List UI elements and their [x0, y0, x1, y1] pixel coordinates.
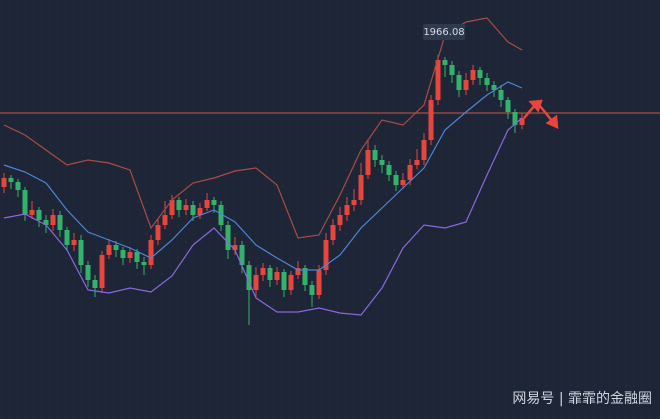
- candle-body: [155, 225, 161, 240]
- candle-body: [211, 200, 217, 205]
- candle-body: [281, 272, 287, 290]
- candle-body: [449, 65, 455, 75]
- candle-body: [239, 245, 245, 265]
- candle-body: [64, 230, 70, 245]
- candle-body: [477, 70, 483, 78]
- candle-body: [29, 210, 35, 215]
- candle-body: [197, 208, 203, 215]
- candle-body: [470, 70, 476, 80]
- candle-body: [456, 75, 462, 90]
- candle-body: [225, 225, 231, 250]
- candle-body: [379, 160, 385, 165]
- candle-body: [491, 85, 497, 90]
- arrow-down-head: [545, 114, 559, 130]
- candle-body: [435, 60, 441, 100]
- band-line: [3, 117, 523, 316]
- candle-body: [274, 272, 280, 280]
- candle-body: [302, 268, 308, 285]
- candle-body: [505, 100, 511, 112]
- price-label: 1966.08: [423, 27, 464, 38]
- candle-body: [92, 280, 98, 288]
- arrow-up-head: [528, 99, 543, 113]
- candle-body: [15, 182, 21, 190]
- candle-body: [169, 200, 175, 215]
- forecast-arrows: [523, 99, 559, 130]
- candle-body: [295, 268, 301, 275]
- candle-body: [134, 252, 140, 262]
- candle-body: [232, 245, 238, 250]
- candle-body: [512, 112, 518, 125]
- plot: [0, 17, 660, 325]
- candle-body: [43, 220, 49, 225]
- candle-body: [519, 118, 525, 125]
- band-line: [3, 17, 523, 239]
- candle-body: [372, 150, 378, 160]
- candle-body: [71, 240, 77, 245]
- price-label-box: [423, 24, 465, 40]
- candle-body: [253, 275, 259, 290]
- candle-body: [344, 205, 350, 215]
- candle-body: [148, 240, 154, 265]
- candle-body: [323, 240, 329, 270]
- candle-body: [288, 275, 294, 290]
- candle-body: [50, 215, 56, 225]
- candle-body: [204, 200, 210, 208]
- candle-body: [183, 205, 189, 210]
- band-line: [3, 81, 523, 271]
- candle-body: [190, 205, 196, 215]
- candle-body: [337, 215, 343, 225]
- candle-body: [162, 215, 168, 225]
- candle-body: [358, 175, 364, 200]
- candle-body: [421, 140, 427, 160]
- candle-body: [99, 255, 105, 288]
- candle-body: [498, 90, 504, 100]
- candle-body: [414, 160, 420, 165]
- candle-body: [407, 165, 413, 180]
- candle-body: [78, 240, 84, 265]
- candle-body: [463, 80, 469, 90]
- candle-body: [106, 245, 112, 255]
- candle-body: [8, 178, 14, 182]
- candle-body: [330, 225, 336, 240]
- candle-body: [309, 285, 315, 295]
- candle-body: [400, 180, 406, 185]
- candle-body: [36, 210, 42, 220]
- watermark: 网易号 | 霏霏的金融圈: [512, 391, 652, 407]
- candle-body: [1, 178, 7, 187]
- candle-body: [267, 268, 273, 280]
- candle-body: [365, 150, 371, 175]
- candle-body: [260, 268, 266, 275]
- candle-body: [484, 78, 490, 85]
- candle-body: [393, 175, 399, 185]
- candle-body: [386, 165, 392, 175]
- candle-body: [22, 190, 28, 215]
- candle-body: [351, 200, 357, 205]
- candle-body: [442, 60, 448, 65]
- candle-body: [120, 250, 126, 258]
- candle-body: [85, 265, 91, 280]
- candle-body: [141, 262, 147, 265]
- candle-body: [246, 265, 252, 290]
- candle-body: [57, 215, 63, 230]
- candle-body: [113, 245, 119, 250]
- candle-body: [428, 100, 434, 140]
- candle-body: [218, 205, 224, 225]
- candle-body: [127, 252, 133, 258]
- candle-body: [176, 200, 182, 210]
- candle-body: [316, 270, 322, 295]
